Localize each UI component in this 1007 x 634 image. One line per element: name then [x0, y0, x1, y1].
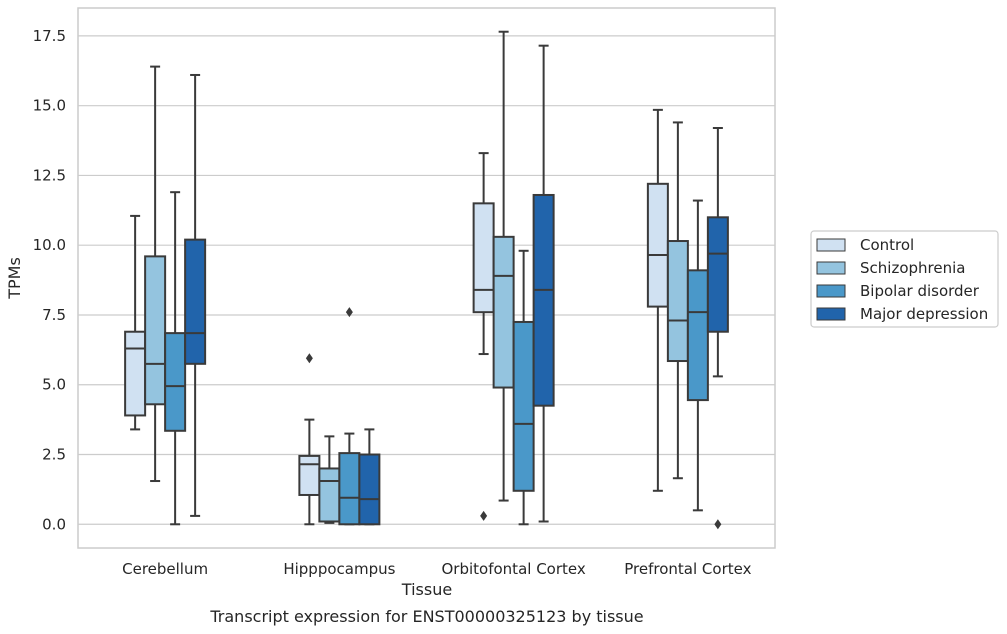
box-body [512, 320, 535, 492]
plot-area [124, 30, 729, 530]
box-bipolar-disorder [338, 307, 361, 526]
legend-swatch [816, 261, 846, 275]
y-axis-label: TPMs [5, 257, 24, 300]
box-schizophrenia [318, 435, 341, 524]
box-body [532, 193, 555, 407]
box-control [472, 152, 495, 521]
x-axis-label: Tissue [401, 580, 452, 599]
box-body [686, 269, 709, 402]
legend-label: Schizophrenia [860, 259, 965, 277]
y-tick-label: 12.5 [33, 166, 66, 184]
x-tick-label: Hipppocampus [283, 560, 395, 578]
legend-label: Bipolar disorder [860, 282, 980, 300]
y-tick-label: 7.5 [42, 306, 66, 324]
legend: Control Schizophrenia Bipolar disorder Majo… [810, 230, 999, 328]
y-tick-label: 2.5 [42, 446, 66, 464]
legend-swatch [816, 307, 846, 321]
box-major-depression [358, 428, 381, 526]
box-schizophrenia [144, 65, 167, 483]
x-tick-label: Orbitofontal Cortex [442, 560, 586, 578]
outlier-point [714, 519, 722, 530]
outlier-point [345, 307, 353, 318]
legend-frame [810, 230, 999, 328]
box-body [338, 452, 361, 526]
box-body [318, 467, 341, 523]
x-tick-label: Cerebellum [122, 560, 208, 578]
plot-frame [77, 7, 776, 549]
box-major-depression [532, 44, 555, 523]
box-body [144, 255, 167, 406]
box-body [124, 330, 147, 417]
chart-caption: Transcript expression for ENST0000032512… [209, 607, 643, 626]
box-body [646, 182, 669, 308]
y-tick-label: 17.5 [33, 27, 66, 45]
box-bipolar-disorder [512, 249, 535, 526]
y-axis-ticks: 0.0 2.5 5.0 7.5 10.0 12.5 15.0 17.5 [33, 27, 66, 533]
box-body [492, 235, 515, 389]
box-schizophrenia [492, 30, 515, 502]
box-control [646, 108, 669, 492]
box-body [184, 238, 207, 365]
outlier-point [480, 510, 488, 521]
box-body [298, 454, 321, 496]
y-tick-label: 0.0 [42, 515, 66, 533]
box-schizophrenia [666, 121, 689, 480]
box-control [124, 214, 147, 431]
box-control [298, 353, 321, 526]
x-tick-label: Prefrontal Cortex [624, 560, 751, 578]
box-bipolar-disorder [164, 191, 187, 526]
box-bipolar-disorder [686, 199, 709, 512]
outlier-point [305, 353, 313, 364]
y-tick-label: 5.0 [42, 376, 66, 394]
y-tick-label: 15.0 [33, 97, 66, 115]
box-body [358, 453, 381, 526]
box-major-depression [184, 73, 207, 517]
box-body [472, 202, 495, 314]
box-body [666, 240, 689, 363]
legend-label: Major depression [860, 305, 988, 323]
legend-swatch [816, 238, 846, 252]
box-body [706, 216, 729, 333]
box-body [164, 332, 187, 432]
y-tick-label: 10.0 [33, 236, 66, 254]
box-major-depression [706, 127, 729, 530]
legend-swatch [816, 284, 846, 298]
legend-label: Control [860, 236, 914, 254]
x-axis-ticks: Cerebellum Hipppocampus Orbitofontal Corte… [122, 560, 751, 578]
